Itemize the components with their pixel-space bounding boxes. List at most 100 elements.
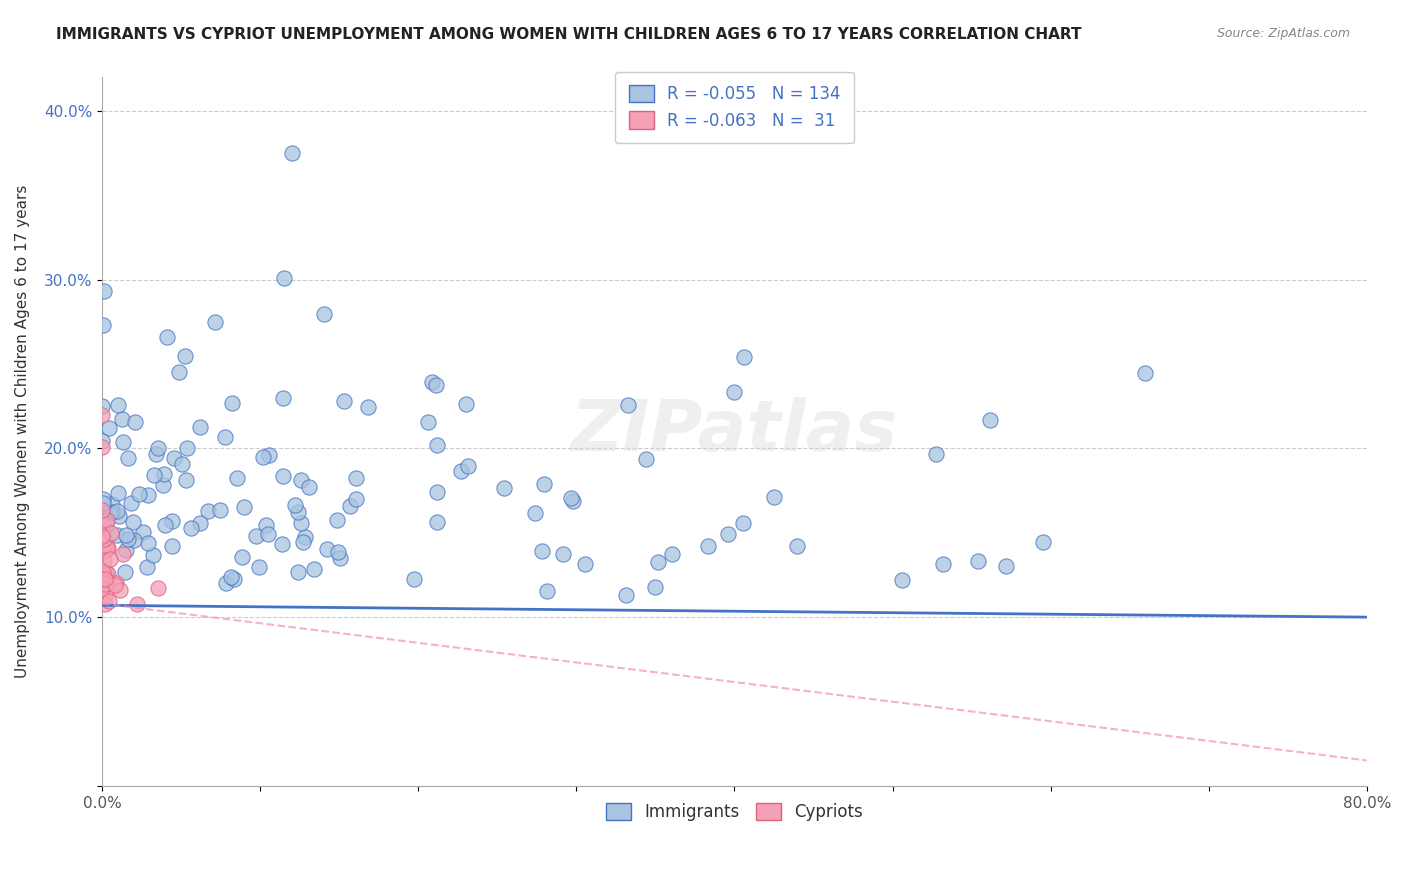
Point — [245, 529, 267, 543]
Point — [104, 578, 127, 592]
Point — [117, 532, 139, 546]
Point — [1032, 534, 1054, 549]
Point — [91, 529, 114, 543]
Point — [215, 575, 238, 590]
Text: IMMIGRANTS VS CYPRIOT UNEMPLOYMENT AMONG WOMEN WITH CHILDREN AGES 6 TO 17 YEARS : IMMIGRANTS VS CYPRIOT UNEMPLOYMENT AMONG… — [56, 27, 1081, 42]
Point — [91, 399, 114, 413]
Point — [226, 471, 249, 485]
Point — [153, 467, 176, 481]
Point — [647, 555, 669, 569]
Point — [108, 583, 131, 598]
Point — [122, 516, 145, 530]
Point — [155, 517, 177, 532]
Point — [257, 527, 280, 541]
Point — [112, 547, 135, 561]
Point — [329, 550, 352, 565]
Point — [105, 576, 128, 591]
Text: Source: ZipAtlas.com: Source: ZipAtlas.com — [1216, 27, 1350, 40]
Point — [271, 537, 294, 551]
Point — [214, 430, 236, 444]
Point — [174, 349, 197, 363]
Point — [132, 524, 155, 539]
Point — [697, 540, 720, 554]
Point — [97, 541, 120, 555]
Point — [96, 512, 118, 526]
Point — [93, 589, 115, 603]
Point — [344, 491, 367, 506]
Point — [136, 487, 159, 501]
Point — [100, 497, 122, 511]
Point — [614, 588, 637, 602]
Point — [574, 558, 596, 572]
Point — [91, 434, 114, 449]
Point — [93, 284, 115, 298]
Point — [148, 582, 170, 596]
Point — [180, 521, 202, 535]
Point — [152, 478, 174, 492]
Point — [530, 543, 553, 558]
Point — [731, 516, 754, 530]
Point — [96, 541, 118, 556]
Point — [94, 542, 117, 557]
Point — [420, 375, 443, 389]
Point — [101, 505, 124, 519]
Point — [146, 442, 169, 456]
Point — [290, 473, 312, 487]
Point — [160, 539, 183, 553]
Point — [786, 539, 808, 553]
Point — [281, 146, 304, 161]
Point — [634, 451, 657, 466]
Point — [209, 503, 232, 517]
Point — [221, 570, 243, 584]
Point — [91, 565, 114, 579]
Point — [176, 441, 198, 455]
Point — [107, 398, 129, 412]
Point — [254, 518, 277, 533]
Point — [145, 447, 167, 461]
Point — [536, 583, 558, 598]
Point — [163, 450, 186, 465]
Point — [172, 457, 194, 471]
Point — [93, 553, 115, 567]
Point — [426, 438, 449, 452]
Point — [94, 576, 117, 591]
Point — [98, 552, 121, 566]
Point — [91, 544, 114, 558]
Point — [247, 559, 270, 574]
Text: ZIPatlas: ZIPatlas — [571, 397, 898, 467]
Point — [91, 318, 114, 333]
Point — [91, 516, 114, 531]
Point — [91, 568, 114, 582]
Point — [426, 484, 449, 499]
Point — [94, 572, 117, 586]
Point — [661, 547, 683, 561]
Point — [454, 397, 477, 411]
Point — [167, 366, 190, 380]
Point — [94, 565, 117, 579]
Point — [560, 491, 582, 506]
Point — [553, 547, 575, 561]
Point — [402, 572, 425, 586]
Point — [125, 597, 148, 611]
Point — [314, 307, 336, 321]
Point — [91, 582, 114, 596]
Point — [124, 533, 146, 547]
Point — [91, 502, 114, 516]
Point — [294, 530, 316, 544]
Point — [107, 486, 129, 500]
Point — [98, 507, 121, 521]
Point — [160, 514, 183, 528]
Point — [316, 541, 339, 556]
Point — [616, 398, 638, 412]
Point — [994, 558, 1017, 573]
Point — [298, 480, 321, 494]
Point — [188, 516, 211, 530]
Point — [93, 597, 115, 611]
Point — [96, 574, 118, 588]
Point — [97, 421, 120, 435]
Point — [723, 385, 745, 400]
Point — [120, 496, 142, 510]
Point — [273, 270, 295, 285]
Point — [197, 504, 219, 518]
Point — [143, 467, 166, 482]
